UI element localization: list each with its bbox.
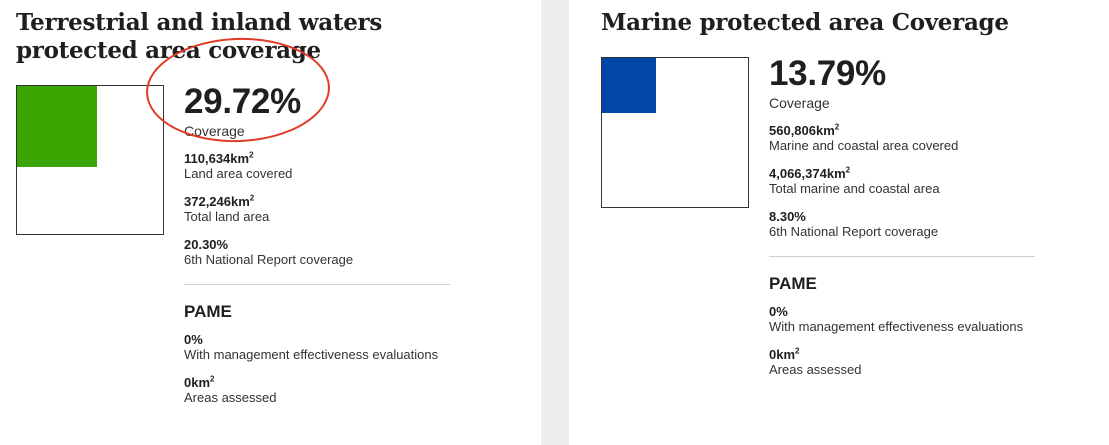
terrestrial-pame-stat: 0% With management effectiveness evaluat…	[184, 332, 454, 363]
total-land-area-value: 372,246km2	[184, 193, 255, 209]
marine-national-report-stat: 8.30% 6th National Report coverage	[769, 209, 1039, 240]
land-area-covered-stat: 110,634km2 Land area covered	[184, 151, 454, 182]
marine-national-report-value: 8.30%	[769, 209, 806, 224]
terrestrial-pame-heading: PAME	[184, 302, 232, 321]
terrestrial-pame-value: 0%	[184, 332, 203, 347]
marine-coverage-label: Coverage	[769, 95, 830, 111]
terrestrial-coverage-square	[16, 85, 164, 235]
total-marine-area-value: 4,066,374km2	[769, 165, 851, 181]
marine-stats: 13.79% Coverage 560,806km2 Marine and co…	[769, 54, 1039, 378]
marine-pame-heading: PAME	[769, 274, 817, 293]
marine-areas-assessed-label: Areas assessed	[769, 362, 862, 377]
marine-coverage-value: 13.79%	[769, 54, 886, 93]
terrestrial-coverage-label: Coverage	[184, 123, 245, 139]
total-land-area-stat: 372,246km2 Total land area	[184, 194, 454, 225]
marine-national-report-label: 6th National Report coverage	[769, 224, 939, 239]
terrestrial-coverage-panel: Terrestrial and inland waters protected …	[0, 0, 541, 445]
marine-area-covered-stat: 560,806km2 Marine and coastal area cover…	[769, 123, 1039, 154]
total-land-area-label: Total land area	[184, 209, 270, 224]
terrestrial-national-report-label: 6th National Report coverage	[184, 252, 354, 267]
marine-coverage-fill	[602, 58, 657, 114]
total-marine-area-stat: 4,066,374km2 Total marine and coastal ar…	[769, 166, 1039, 197]
terrestrial-areas-assessed-value: 0km2	[184, 374, 215, 390]
terrestrial-pame-label: With management effectiveness evaluation…	[184, 347, 439, 362]
terrestrial-stats: 29.72% Coverage 110,634km2 Land area cov…	[184, 82, 454, 406]
marine-pame-value: 0%	[769, 304, 788, 319]
terrestrial-national-report-stat: 20.30% 6th National Report coverage	[184, 237, 454, 268]
marine-areas-assessed-stat: 0km2 Areas assessed	[769, 347, 1039, 378]
marine-pame-label: With management effectiveness evaluation…	[769, 319, 1024, 334]
terrestrial-coverage-value: 29.72%	[184, 82, 301, 121]
terrestrial-national-report-value: 20.30%	[184, 237, 229, 252]
terrestrial-areas-assessed-stat: 0km2 Areas assessed	[184, 375, 454, 406]
land-area-covered-label: Land area covered	[184, 166, 293, 181]
land-area-covered-value: 110,634km2	[184, 150, 254, 166]
terrestrial-coverage-fill	[17, 86, 97, 167]
panel-gutter	[541, 0, 569, 445]
marine-area-covered-label: Marine and coastal area covered	[769, 138, 959, 153]
total-marine-area-label: Total marine and coastal area	[769, 181, 940, 196]
marine-title: Marine protected area Coverage	[601, 9, 1009, 36]
marine-divider	[769, 256, 1035, 257]
marine-areas-assessed-value: 0km2	[769, 346, 800, 362]
marine-coverage-square	[601, 57, 749, 208]
marine-coverage-panel: Marine protected area Coverage 13.79% Co…	[569, 0, 1109, 445]
terrestrial-divider	[184, 284, 450, 285]
terrestrial-title: Terrestrial and inland waters protected …	[16, 9, 383, 64]
terrestrial-areas-assessed-label: Areas assessed	[184, 390, 277, 405]
marine-area-covered-value: 560,806km2	[769, 122, 840, 138]
marine-pame-stat: 0% With management effectiveness evaluat…	[769, 304, 1039, 335]
